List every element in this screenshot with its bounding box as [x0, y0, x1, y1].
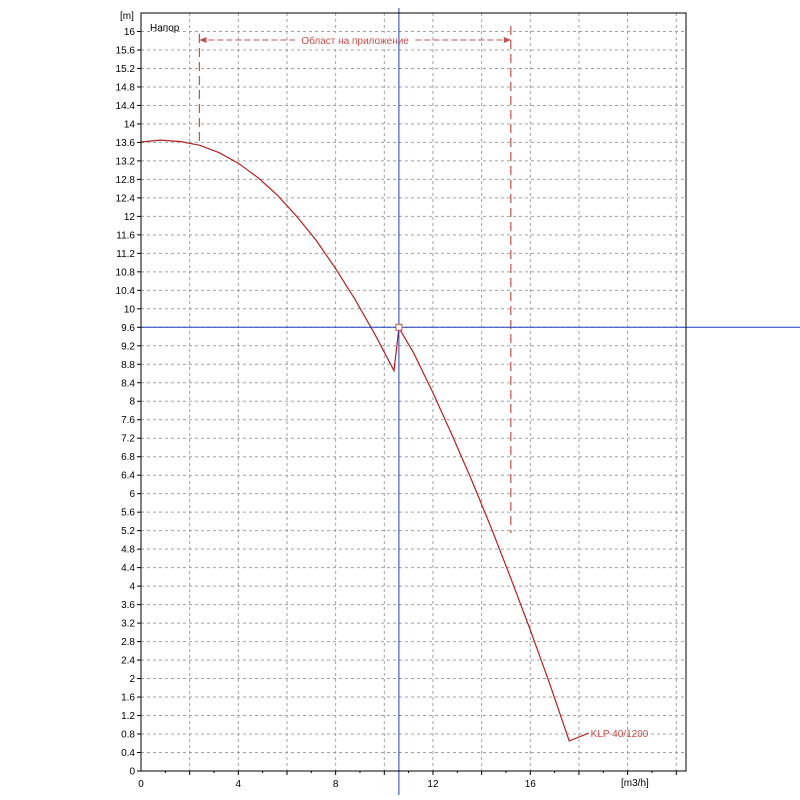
y-tick-label: 2.4: [121, 656, 135, 667]
x-tick-label: 16: [525, 779, 537, 790]
operating-point-marker: [395, 323, 403, 331]
y-tick-label: 2.8: [121, 637, 135, 648]
y-tick-label: 7.2: [121, 434, 135, 445]
x-tick-label: 12: [427, 779, 439, 790]
y-tick-label: 3.6: [121, 600, 135, 611]
plot-frame: [140, 12, 687, 772]
ticks: 0 0.4 0.8 1.2 1.6 2 2.4 2.8 3.2 3.6 4 4.4 4.8 5.2 5.6 6…: [116, 27, 677, 790]
y-tick-label: 0: [129, 767, 135, 778]
y-tick-label: 0.4: [121, 748, 135, 759]
x-tick-label: 0: [138, 779, 144, 790]
y-tick-label: 15.2: [116, 64, 136, 75]
y-tick-label: 14.4: [116, 101, 136, 112]
y-tick-label: 4.8: [121, 545, 135, 556]
plot-title: Напор: [150, 23, 180, 34]
series-name-label: KLP 40/1200: [591, 729, 649, 740]
y-tick-label: 12.8: [116, 175, 136, 186]
y-tick-label: 9.2: [121, 341, 135, 352]
y-tick-label: 2: [129, 674, 135, 685]
y-axis-label: [m]: [120, 11, 134, 22]
y-tick-label: 10.8: [116, 267, 136, 278]
y-tick-label: 13.6: [116, 138, 136, 149]
y-tick-label: 8: [129, 397, 135, 408]
range-label: Област на приложение: [301, 35, 409, 47]
y-tick-label: 5.6: [121, 508, 135, 519]
x-tick-label: 8: [333, 779, 339, 790]
y-tick-label: 9.6: [121, 323, 135, 334]
y-tick-label: 6: [129, 489, 135, 500]
y-tick-label: 8.8: [121, 360, 135, 371]
y-tick-label: 12: [124, 212, 136, 223]
y-tick-label: 14.8: [116, 82, 136, 93]
y-tick-label: 4: [129, 582, 135, 593]
range-label-background: [295, 33, 416, 46]
x-tick-label: 4: [236, 779, 242, 790]
crosshair: [141, 8, 800, 795]
grid: [141, 13, 686, 771]
y-tick-label: 11.2: [116, 249, 135, 260]
y-tick-label: 0.8: [121, 730, 135, 741]
series-group: KLP 40/1200: [140, 139, 649, 742]
application-range: Област на приложение: [198, 26, 512, 533]
y-tick-label: 8.4: [121, 378, 135, 389]
x-axis-label: [m3/h]: [621, 778, 649, 789]
y-tick-label: 11.6: [116, 230, 135, 241]
y-tick-label: 12.4: [116, 193, 136, 204]
y-tick-label: 7.6: [121, 415, 135, 426]
y-tick-label: 14: [124, 119, 136, 130]
y-tick-label: 13.2: [116, 156, 136, 167]
y-tick-label: 15.6: [116, 45, 136, 56]
y-tick-label: 10: [124, 304, 136, 315]
y-tick-label: 3.2: [121, 619, 135, 630]
y-tick-label: 6.4: [121, 471, 135, 482]
range-arrow-right-icon: [503, 37, 511, 43]
y-tick-label: 1.6: [121, 693, 135, 704]
y-tick-label: 6.8: [121, 452, 135, 463]
y-tick-label: 10.4: [116, 286, 136, 297]
series-line: [140, 139, 589, 742]
y-tick-label: 4.4: [121, 563, 135, 574]
y-tick-label: 1.2: [121, 711, 135, 722]
y-tick-label: 5.2: [121, 526, 135, 537]
range-arrow-left-icon: [199, 37, 207, 43]
y-tick-label: 16: [124, 27, 136, 38]
